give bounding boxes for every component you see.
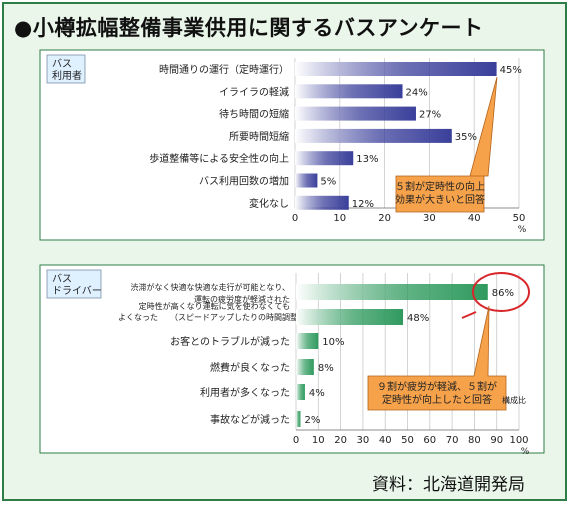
tick-label: 30: [357, 435, 370, 446]
page-title: ●小樽拡幅整備事業供用に関するバスアンケート: [14, 16, 484, 40]
panel-passenger-label-line: バス: [52, 58, 72, 70]
bar: [295, 106, 416, 121]
data-label: 4%: [309, 388, 325, 399]
category-label: 渋滞がなく快適な快適な走行が可能となり、: [131, 282, 290, 292]
annotation-text: 定時性が向上したと回答: [382, 393, 492, 406]
category-label: よくなった: [118, 313, 158, 322]
tick-label: 10: [312, 435, 325, 446]
data-label: 12%: [352, 199, 374, 210]
category-label: 時間通りの運行（定時運行）: [159, 63, 289, 76]
category-label: 利用者が多くなった: [200, 386, 290, 399]
panel-passenger-label-line: 利用者: [52, 70, 82, 82]
bar: [295, 195, 349, 210]
data-label: 10%: [322, 337, 344, 348]
tick-label: 10: [333, 213, 346, 224]
category-label: 運転の疲労度が軽減された: [194, 294, 290, 304]
data-label: 27%: [419, 110, 441, 121]
tick-label: 40: [468, 213, 481, 224]
category-label: お客とのトラブルが減った: [170, 335, 290, 348]
panel-driver-label-line: バス: [52, 273, 72, 285]
category-label: イライラの軽減: [219, 85, 289, 98]
tick-label: 20: [334, 435, 347, 446]
panel-passenger-label-box: [46, 54, 86, 84]
data-label: 24%: [406, 87, 428, 98]
annotation-text: ９割が疲労が軽減、５割が: [377, 380, 497, 393]
panel-driver-label-box: [46, 269, 102, 299]
tick-label: 30: [423, 213, 436, 224]
tick-label: 90: [490, 435, 503, 446]
annotation-text: 効果が大きいと回答: [395, 193, 485, 206]
category-label: 所要時間短縮: [229, 130, 289, 143]
panel-driver-label-line: ドライバー: [52, 285, 102, 297]
data-label: 13%: [356, 154, 378, 165]
bar: [296, 411, 301, 427]
data-label: 86%: [492, 288, 514, 299]
highlight-circle-tail: [461, 311, 477, 319]
tick-label: 20: [378, 213, 391, 224]
data-label: 8%: [318, 363, 334, 374]
data-label: 48%: [407, 313, 429, 324]
category-label: 定時性が高くなり運転に気を使わなくても: [139, 301, 290, 311]
category-label: バス利用回数の増加: [199, 175, 289, 188]
bar: [296, 309, 404, 325]
data-label: 5%: [320, 177, 336, 188]
tick-label: 50: [401, 435, 414, 446]
tick-label: 70: [446, 435, 459, 446]
bar: [296, 284, 488, 300]
bar: [295, 128, 452, 143]
bar: [295, 84, 403, 99]
annotation-callout: [395, 76, 498, 213]
category-label: 待ち時間の短縮: [219, 108, 289, 121]
bar: [296, 359, 314, 375]
category-label: 歩道整備等による安全性の向上: [149, 152, 289, 165]
data-label: 45%: [500, 65, 522, 76]
data-label: 2%: [304, 415, 320, 426]
category-label: 変化なし: [249, 197, 289, 210]
bar: [295, 151, 354, 166]
source-note: 資料：北海道開発局: [372, 475, 525, 495]
tick-label: 0: [293, 435, 299, 446]
x-unit-label: %: [518, 225, 527, 235]
annotation-small-text: 構成比: [502, 395, 526, 405]
category-label: 燃費が良くなった: [210, 361, 290, 374]
bar: [296, 384, 305, 400]
category-label: （スピードアップしたりの時間調整）: [170, 312, 306, 322]
bar: [295, 173, 318, 188]
bar: [296, 333, 319, 349]
tick-label: 60: [423, 435, 436, 446]
tick-label: 50: [513, 213, 526, 224]
tick-label: 0: [292, 213, 298, 224]
highlight-circle: [472, 272, 530, 312]
annotation-callout: [367, 305, 507, 411]
annotation-text: ５割が定時性の向上: [395, 180, 485, 193]
tick-label: 40: [379, 435, 392, 446]
tick-label: 80: [468, 435, 481, 446]
data-label: 35%: [455, 132, 477, 143]
bar: [295, 62, 497, 76]
x-unit-label: %: [521, 447, 530, 457]
tick-label: 100: [509, 435, 528, 446]
category-label: 事故などが減った: [210, 413, 290, 426]
